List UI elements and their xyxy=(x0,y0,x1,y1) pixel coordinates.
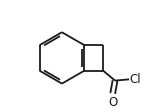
Text: O: O xyxy=(108,96,117,109)
Text: Cl: Cl xyxy=(130,73,141,86)
